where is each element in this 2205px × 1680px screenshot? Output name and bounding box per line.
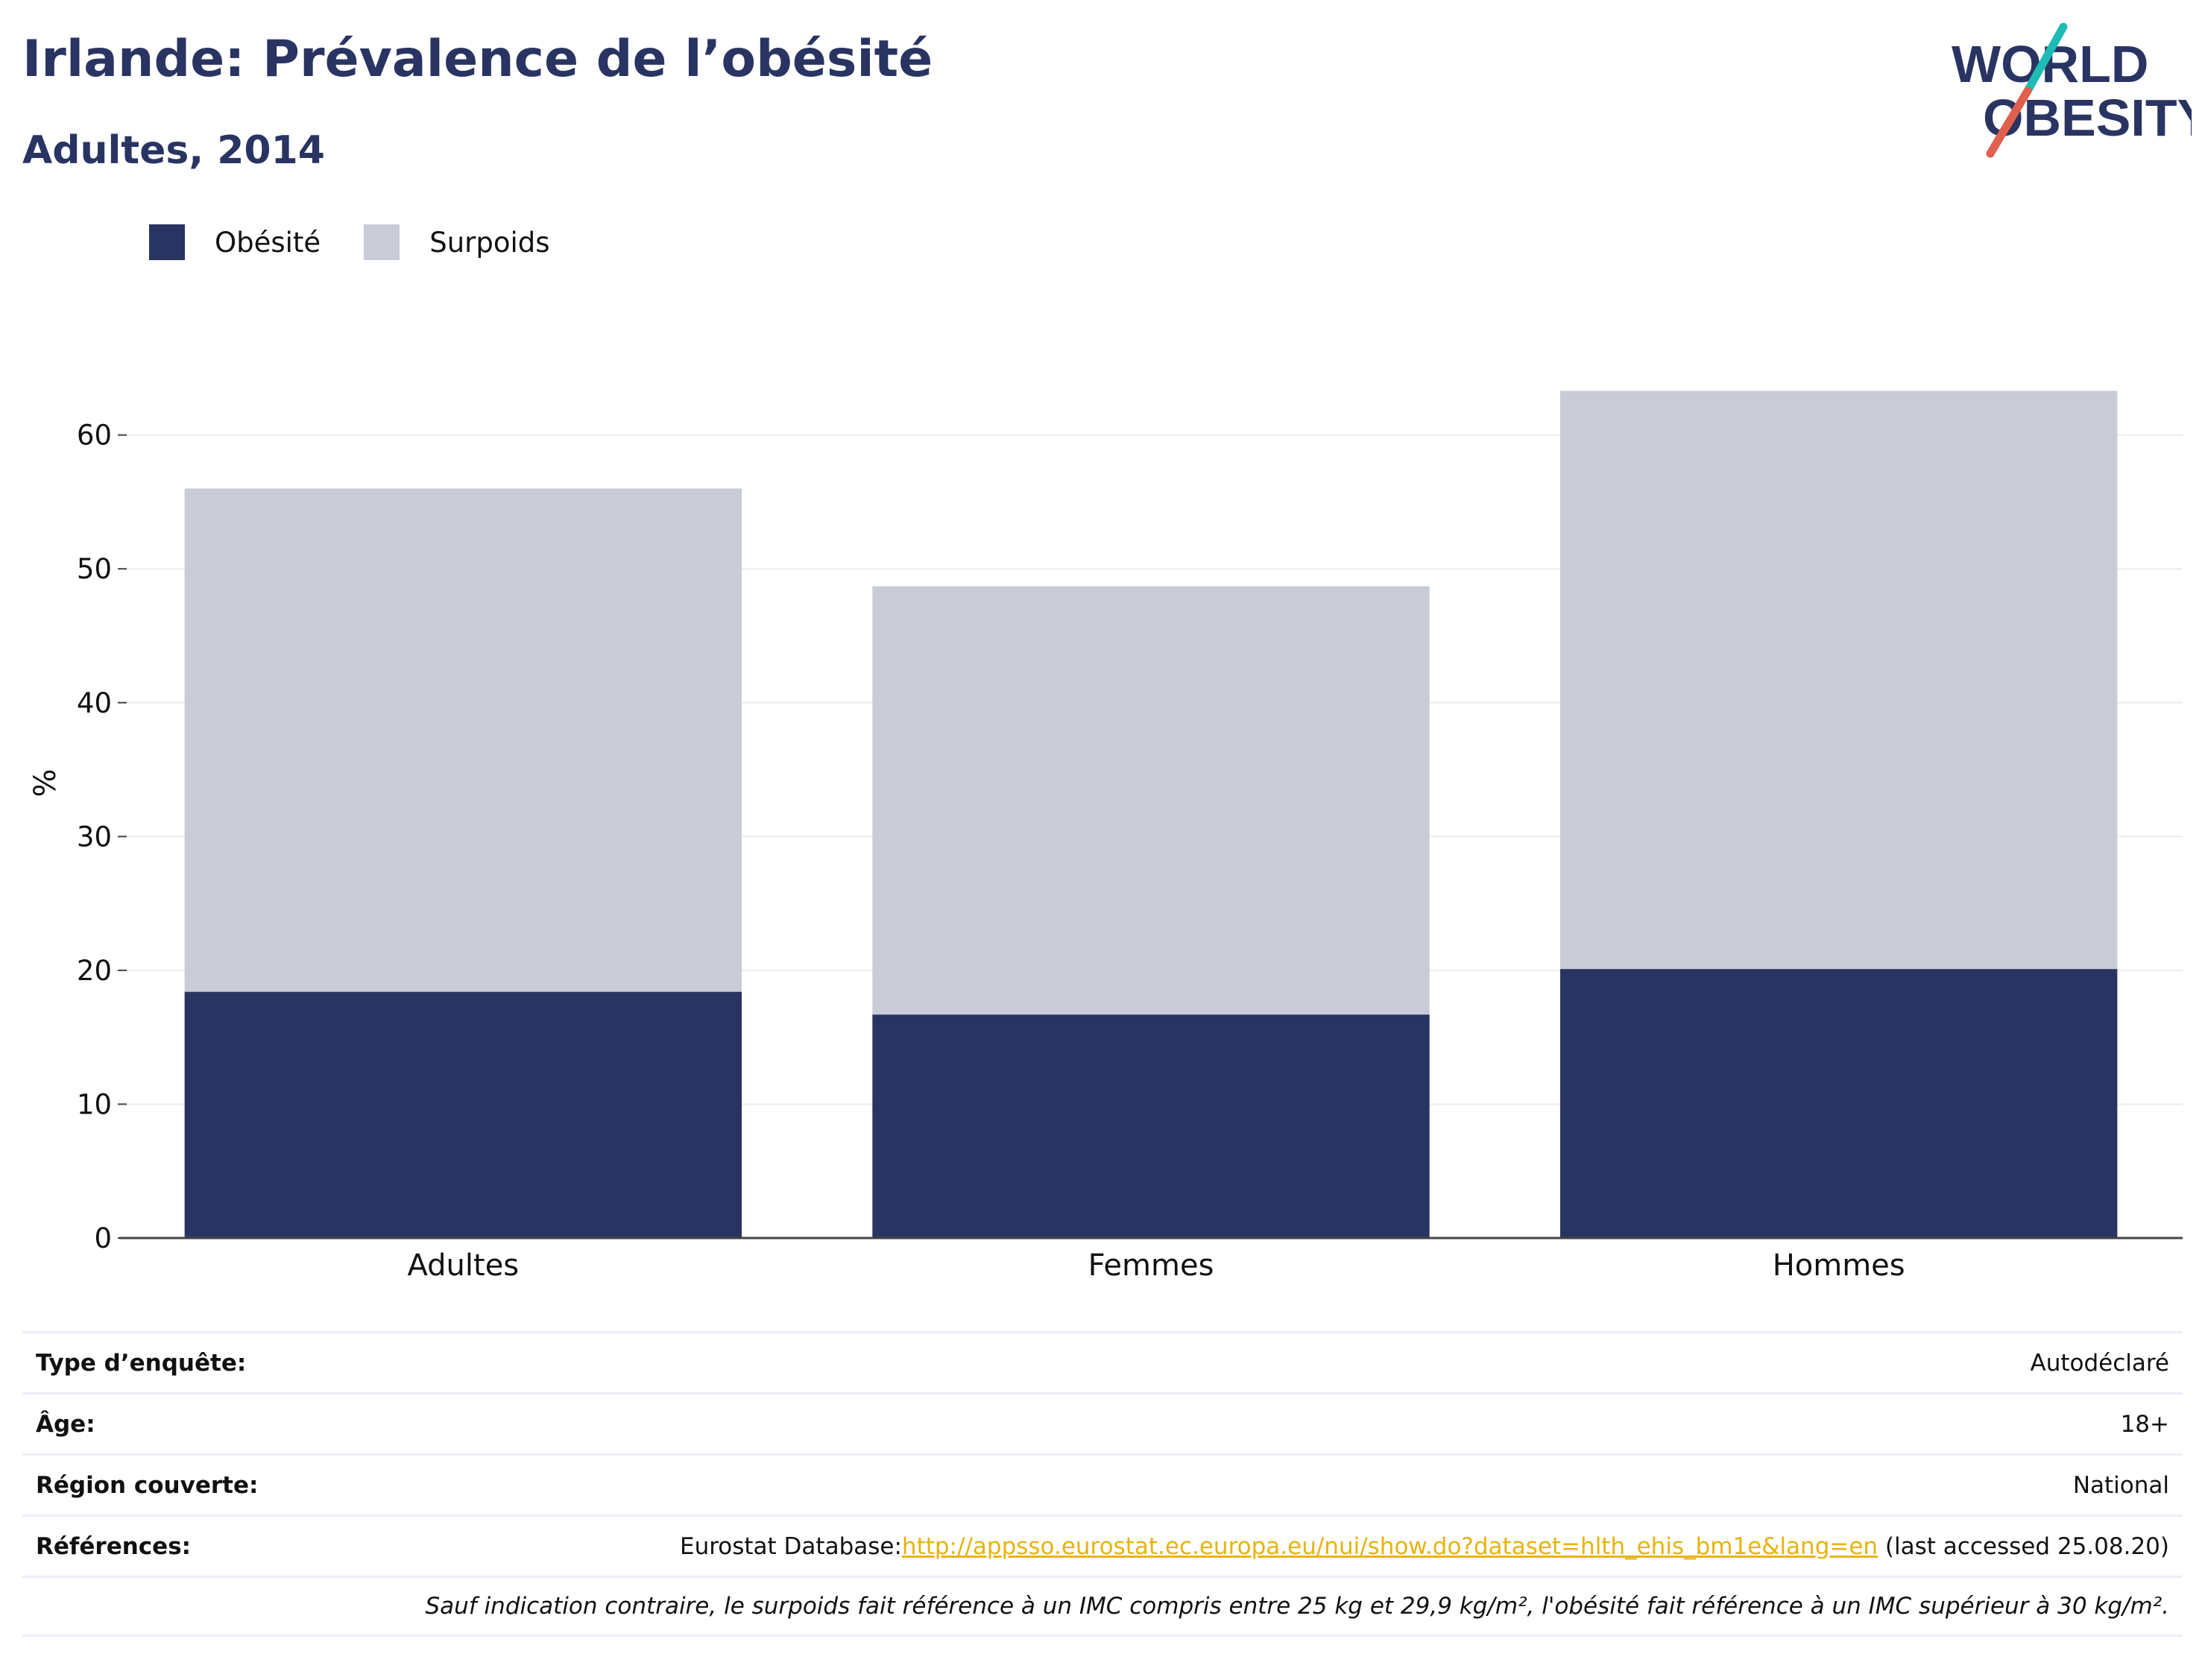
chart-subtitle: Adultes, 2014 [22, 128, 325, 173]
y-tick-label: 10 [77, 1088, 112, 1120]
y-tick-label: 40 [77, 687, 112, 719]
logo-slash-teal [2023, 22, 2068, 95]
y-axis-label: % [28, 768, 63, 797]
info-row-note: Sauf indication contraire, le surpoids f… [22, 1576, 2183, 1637]
references-link[interactable]: http://appsso.eurostat.ec.europa.eu/nui/… [901, 1532, 1878, 1560]
chart-title: Irlande: Prévalence de l’obésité [22, 30, 933, 89]
legend-item-overweight[interactable]: Surpoids [364, 224, 550, 260]
references-prefix: Eurostat Database: [679, 1532, 902, 1560]
bar-obesity-adultes [184, 991, 742, 1238]
info-row-references: Références: Eurostat Database:http://app… [22, 1515, 2183, 1576]
references-value: Eurostat Database:http://appsso.eurostat… [680, 1533, 2169, 1560]
info-table: Type d’enquête: Autodéclaré Âge: 18+ Rég… [22, 1331, 2183, 1637]
y-tick-label: 30 [77, 821, 112, 853]
region-value: National [2072, 1471, 2169, 1499]
survey-type-value: Autodéclaré [2030, 1349, 2169, 1377]
y-tick-label: 60 [77, 420, 112, 452]
logo-word-obesity: OBESITY [1983, 89, 2192, 147]
references-label: Références: [36, 1532, 192, 1560]
bar-obesity-femmes [872, 1014, 1430, 1238]
legend-label-obesity: Obésité [215, 226, 321, 259]
bar-overweight-adultes [184, 488, 742, 992]
legend-swatch-overweight [364, 224, 400, 260]
world-obesity-logo: WORLD OBESITY [1952, 22, 2192, 158]
legend-item-obesity[interactable]: Obésité [149, 224, 321, 260]
x-tick-label: Adultes [408, 1248, 520, 1283]
references-suffix: (last accessed 25.08.20) [1878, 1532, 2169, 1560]
info-row-survey: Type d’enquête: Autodéclaré [22, 1331, 2183, 1392]
definition-note: Sauf indication contraire, le surpoids f… [425, 1593, 2169, 1620]
y-tick-label: 50 [77, 553, 112, 585]
bar-overweight-femmes [872, 586, 1430, 1015]
bar-overweight-hommes [1559, 391, 2118, 970]
info-row-region: Région couverte: National [22, 1453, 2183, 1515]
legend-label-overweight: Surpoids [429, 226, 550, 259]
y-tick-label: 20 [77, 955, 112, 987]
x-tick-label: Hommes [1773, 1248, 1905, 1283]
y-tick-label: 0 [94, 1222, 112, 1254]
legend-swatch-obesity [149, 224, 185, 260]
info-row-age: Âge: 18+ [22, 1392, 2183, 1453]
region-label: Région couverte: [36, 1471, 259, 1499]
logo-slash-red [1986, 86, 2032, 158]
legend: Obésité Surpoids [149, 220, 593, 265]
survey-type-label: Type d’enquête: [36, 1349, 247, 1377]
age-value: 18+ [2120, 1410, 2169, 1438]
x-tick-label: Femmes [1088, 1248, 1214, 1283]
bar-chart: 0 10 20 30 40 50 60% Adultes Femmes Hommes [28, 391, 2183, 1283]
bar-obesity-hommes [1559, 969, 2118, 1238]
age-label: Âge: [36, 1410, 95, 1438]
